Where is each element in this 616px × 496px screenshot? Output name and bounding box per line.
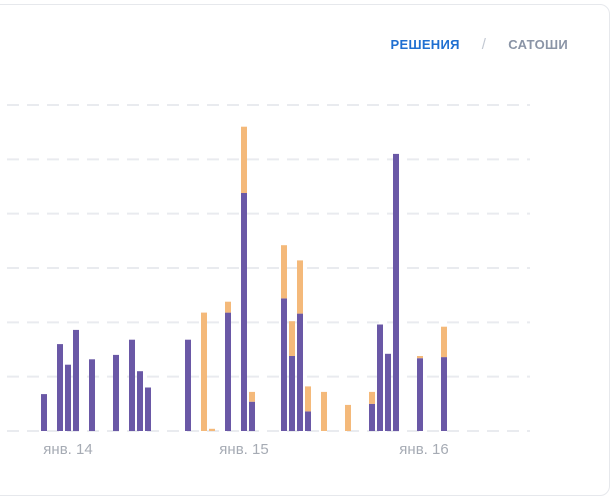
bar-secondary[interactable]: [249, 391, 255, 402]
x-tick-label: янв. 16: [399, 441, 448, 458]
bar-primary[interactable]: [305, 411, 311, 431]
grid-lines: [7, 104, 530, 432]
bar-primary[interactable]: [281, 298, 287, 431]
bar-primary[interactable]: [89, 359, 95, 431]
bar-primary[interactable]: [225, 312, 231, 431]
bar-primary[interactable]: [289, 356, 295, 431]
x-tick-labels: янв. 14 янв. 15 янв. 16: [43, 441, 448, 458]
bar-secondary[interactable]: [345, 404, 351, 431]
unit-toggle: РЕШЕНИЯ / САТОШИ: [391, 36, 568, 53]
toggle-separator: /: [481, 36, 487, 53]
bar-secondary[interactable]: [209, 428, 215, 431]
bar-primary[interactable]: [73, 329, 79, 431]
bar-primary[interactable]: [241, 193, 247, 431]
bar-secondary[interactable]: [241, 126, 247, 193]
bar-secondary[interactable]: [281, 245, 287, 299]
bar-primary[interactable]: [137, 371, 143, 431]
bar-primary[interactable]: [297, 313, 303, 431]
toggle-satoshi[interactable]: САТОШИ: [508, 37, 568, 52]
x-tick-label: янв. 14: [43, 441, 92, 458]
toggle-solutions[interactable]: РЕШЕНИЯ: [390, 37, 460, 52]
bar-primary[interactable]: [129, 339, 135, 431]
bar-primary[interactable]: [185, 339, 191, 431]
bar-primary[interactable]: [57, 344, 63, 431]
x-tick-label: янв. 15: [219, 441, 268, 458]
bar-secondary[interactable]: [305, 386, 311, 412]
bar-primary[interactable]: [145, 387, 151, 432]
bar-secondary[interactable]: [321, 391, 327, 431]
bar-primary[interactable]: [65, 364, 71, 431]
bar-secondary[interactable]: [201, 312, 207, 431]
bars-group: [41, 126, 447, 432]
bar-primary[interactable]: [393, 153, 399, 431]
bar-primary[interactable]: [441, 357, 447, 431]
bar-primary[interactable]: [249, 401, 255, 431]
bar-secondary[interactable]: [297, 260, 303, 314]
bar-primary[interactable]: [385, 353, 391, 431]
bar-primary[interactable]: [369, 403, 375, 431]
bar-secondary[interactable]: [441, 326, 447, 358]
bar-primary[interactable]: [113, 354, 119, 431]
bar-secondary[interactable]: [417, 356, 423, 359]
bar-secondary[interactable]: [289, 321, 295, 356]
bar-primary[interactable]: [41, 394, 47, 431]
bar-primary[interactable]: [417, 358, 423, 431]
stacked-bar-chart: янв. 14 янв. 15 янв. 16: [7, 104, 530, 458]
bar-primary[interactable]: [377, 324, 383, 432]
bar-secondary[interactable]: [369, 391, 375, 404]
bar-secondary[interactable]: [225, 301, 231, 313]
